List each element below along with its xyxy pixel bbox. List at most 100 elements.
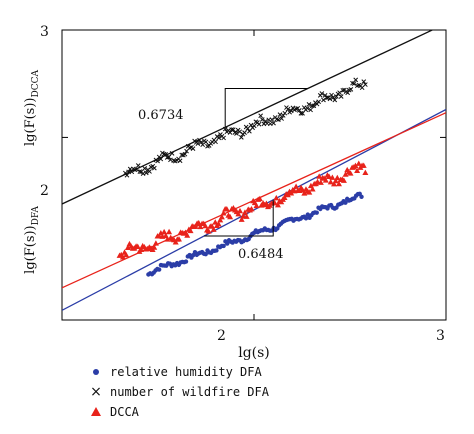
point-wildfire: [247, 128, 252, 134]
legend-label: relative humidity DFA: [110, 365, 262, 379]
point-dcca: [256, 195, 263, 202]
fit-line: [62, 108, 446, 311]
cross-marker-icon: ×: [90, 384, 102, 400]
point-wildfire: [285, 106, 291, 112]
point-wildfire: [242, 130, 247, 135]
point-dcca: [187, 227, 194, 234]
point-wildfire: [337, 90, 342, 96]
point-wildfire: [277, 112, 283, 117]
point-dcca: [205, 228, 212, 234]
point-dcca: [123, 251, 130, 258]
point-wildfire: [155, 158, 160, 164]
point-wildfire: [142, 166, 148, 171]
point-dcca: [237, 207, 244, 214]
point-wildfire: [256, 121, 262, 127]
point-wildfire: [137, 169, 143, 174]
point-wildfire: [306, 101, 312, 107]
legend-label: DCCA: [110, 405, 139, 419]
point-wildfire: [308, 107, 313, 113]
point-relative-humidity: [359, 194, 364, 199]
point-dcca: [316, 173, 323, 179]
point-wildfire: [195, 141, 201, 146]
point-wildfire: [221, 135, 226, 141]
point-dcca: [332, 177, 339, 184]
point-wildfire: [134, 167, 139, 172]
point-wildfire: [338, 94, 344, 99]
point-wildfire: [316, 99, 322, 105]
point-wildfire: [259, 117, 265, 122]
circle-marker-icon: [88, 364, 104, 380]
point-dcca: [152, 240, 159, 246]
point-dcca: [347, 170, 354, 176]
point-dcca: [342, 171, 349, 177]
point-dcca: [317, 179, 324, 185]
point-dcca: [227, 213, 234, 220]
point-wildfire: [361, 79, 367, 84]
point-wildfire: [234, 131, 239, 136]
point-wildfire: [288, 108, 294, 114]
legend-item-wildfire: × number of wildfire DFA: [88, 382, 448, 402]
point-wildfire: [321, 97, 326, 103]
point-dcca: [192, 223, 199, 229]
chart-canvas: 3 2 2 3 lg(s) lg(F(s))DCCA lg(F(s))DFA 0…: [23, 24, 447, 360]
point-wildfire: [332, 97, 338, 103]
point-wildfire: [129, 169, 135, 175]
point-wildfire: [238, 134, 244, 140]
point-wildfire: [124, 172, 130, 178]
point-wildfire: [298, 111, 304, 116]
x-axis-label: lg(s): [238, 345, 270, 360]
point-relative-humidity: [343, 200, 348, 205]
point-dcca: [327, 178, 334, 185]
point-dcca: [172, 239, 179, 245]
x-tick-2: 2: [217, 328, 226, 344]
point-wildfire: [147, 169, 152, 174]
legend-label: number of wildfire DFA: [110, 385, 269, 399]
point-dcca: [217, 216, 224, 223]
point-dcca: [306, 189, 313, 195]
point-dcca: [309, 186, 316, 192]
point-wildfire: [327, 96, 333, 102]
point-wildfire: [258, 113, 264, 119]
x-tick-3: 3: [436, 328, 445, 344]
y-tick-3: 3: [40, 24, 49, 40]
point-dcca: [124, 244, 131, 251]
point-dcca: [301, 190, 308, 196]
point-dcca: [220, 210, 227, 216]
point-dcca: [223, 205, 230, 212]
point-dcca: [218, 213, 225, 220]
point-dcca: [335, 180, 342, 187]
point-wildfire: [230, 127, 236, 132]
legend-item-relative-humidity: relative humidity DFA: [88, 362, 448, 382]
point-dcca: [235, 210, 242, 217]
point-wildfire: [334, 94, 339, 99]
point-wildfire: [271, 120, 276, 126]
point-dcca: [281, 194, 288, 200]
point-dcca: [134, 243, 141, 249]
point-relative-humidity: [156, 267, 162, 272]
point-wildfire: [222, 126, 228, 132]
point-wildfire: [276, 117, 281, 123]
point-dcca: [161, 228, 168, 235]
point-wildfire: [177, 158, 183, 164]
point-dcca: [360, 162, 367, 168]
y-axis-label-dcca: lg(F(s))DCCA: [23, 70, 41, 146]
y-axis-label-dfa: lg(F(s))DFA: [23, 206, 41, 274]
point-wildfire: [213, 139, 218, 145]
point-dcca: [329, 174, 336, 180]
point-wildfire: [279, 116, 284, 121]
point-wildfire: [166, 154, 172, 160]
point-dcca: [164, 236, 171, 242]
point-wildfire: [158, 156, 164, 162]
point-wildfire: [282, 110, 288, 116]
y-tick-2: 2: [40, 183, 49, 199]
point-dcca: [273, 194, 280, 201]
plot-area: [61, 29, 447, 321]
point-dcca: [238, 216, 245, 222]
point-dcca: [175, 236, 182, 242]
point-wildfire: [311, 103, 317, 109]
point-dcca: [322, 177, 329, 183]
point-relative-humidity: [303, 216, 309, 221]
point-dcca: [340, 177, 347, 183]
point-relative-humidity: [214, 248, 219, 253]
point-wildfire: [269, 117, 275, 122]
